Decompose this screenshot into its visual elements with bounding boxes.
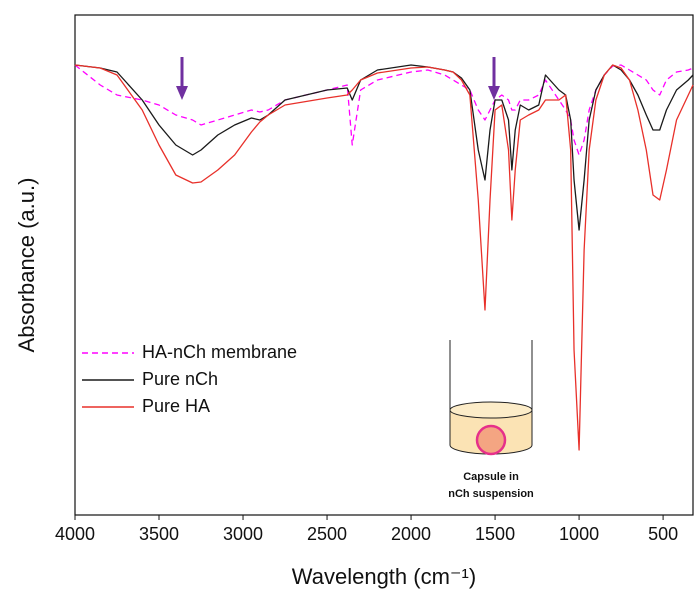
inset-label: Capsule in	[463, 471, 519, 483]
series-line	[74, 64, 694, 156]
arrow-head	[176, 86, 188, 100]
capsule	[475, 424, 507, 456]
arrow-head	[488, 86, 500, 100]
y-axis-title: Absorbance (a.u.)	[14, 178, 39, 353]
series-line	[74, 64, 694, 231]
inset: Capsule in nCh suspension	[448, 340, 534, 500]
series-line	[74, 64, 694, 451]
x-tick-label: 3500	[139, 524, 179, 544]
x-tick-label: 1500	[475, 524, 515, 544]
suspension-top	[449, 401, 533, 419]
x-tick-label: 2000	[391, 524, 431, 544]
x-tick-label: 1000	[559, 524, 599, 544]
legend-label: HA-nCh membrane	[142, 342, 297, 362]
arrows	[176, 57, 500, 100]
inset-label: nCh suspension	[448, 488, 534, 500]
legend-label: Pure nCh	[142, 369, 218, 389]
x-tick-label: 500	[648, 524, 678, 544]
plot-frame	[74, 14, 694, 516]
x-tick-label: 3000	[223, 524, 263, 544]
x-axis-title: Wavelength (cm⁻¹)	[292, 564, 476, 589]
x-tick-label: 4000	[55, 524, 95, 544]
legend-label: Pure HA	[142, 396, 210, 416]
x-tick-label: 2500	[307, 524, 347, 544]
